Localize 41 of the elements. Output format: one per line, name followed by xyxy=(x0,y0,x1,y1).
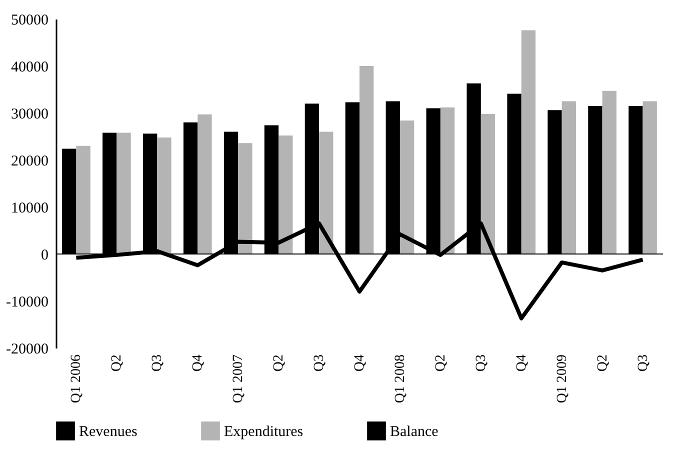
x-tick-label: Q1 2006 xyxy=(69,354,84,404)
x-tick-label: Q2 xyxy=(272,354,287,372)
legend-label: Revenues xyxy=(79,424,138,440)
bar xyxy=(562,101,576,254)
bar xyxy=(278,136,293,254)
legend-label: Balance xyxy=(390,424,439,440)
y-tick-label: 50000 xyxy=(11,12,48,28)
bar xyxy=(642,101,657,254)
bar xyxy=(480,114,496,254)
bar xyxy=(238,143,252,254)
x-tick-label: Q2 xyxy=(433,354,448,372)
bar xyxy=(319,132,334,254)
x-tick-label: Q4 xyxy=(190,354,206,372)
x-tick-label: Q3 xyxy=(636,354,651,372)
x-tick-label: Q1 2007 xyxy=(231,354,246,404)
x-tick-label: Q1 2009 xyxy=(554,354,570,404)
x-tick-label: Q2 xyxy=(595,354,610,372)
y-tick-label: 0 xyxy=(41,248,48,264)
bar xyxy=(602,90,616,254)
legend-label: Expenditures xyxy=(224,424,304,440)
bar xyxy=(76,146,90,254)
y-tick-label: -10000 xyxy=(6,294,48,310)
y-tick-label: 40000 xyxy=(11,60,48,76)
x-tick-label: Q2 xyxy=(110,354,125,372)
bar xyxy=(440,107,455,254)
y-tick-label: 30000 xyxy=(11,106,48,122)
bar xyxy=(360,66,374,254)
bar xyxy=(521,30,536,254)
y-tick-label: -20000 xyxy=(6,342,48,358)
x-tick-label: Q4 xyxy=(352,354,368,372)
bar xyxy=(198,114,212,254)
x-tick-label: Q3 xyxy=(474,354,489,372)
y-tick-label: 20000 xyxy=(11,154,48,170)
x-tick-label: Q3 xyxy=(312,354,328,372)
x-tick-label: Q1 2008 xyxy=(392,354,408,404)
bar xyxy=(116,132,131,254)
x-tick-label: Q4 xyxy=(514,354,530,372)
x-tick-label: Q3 xyxy=(150,354,166,372)
y-tick-label: 10000 xyxy=(11,200,48,216)
bar xyxy=(400,120,414,254)
bar xyxy=(157,137,172,254)
